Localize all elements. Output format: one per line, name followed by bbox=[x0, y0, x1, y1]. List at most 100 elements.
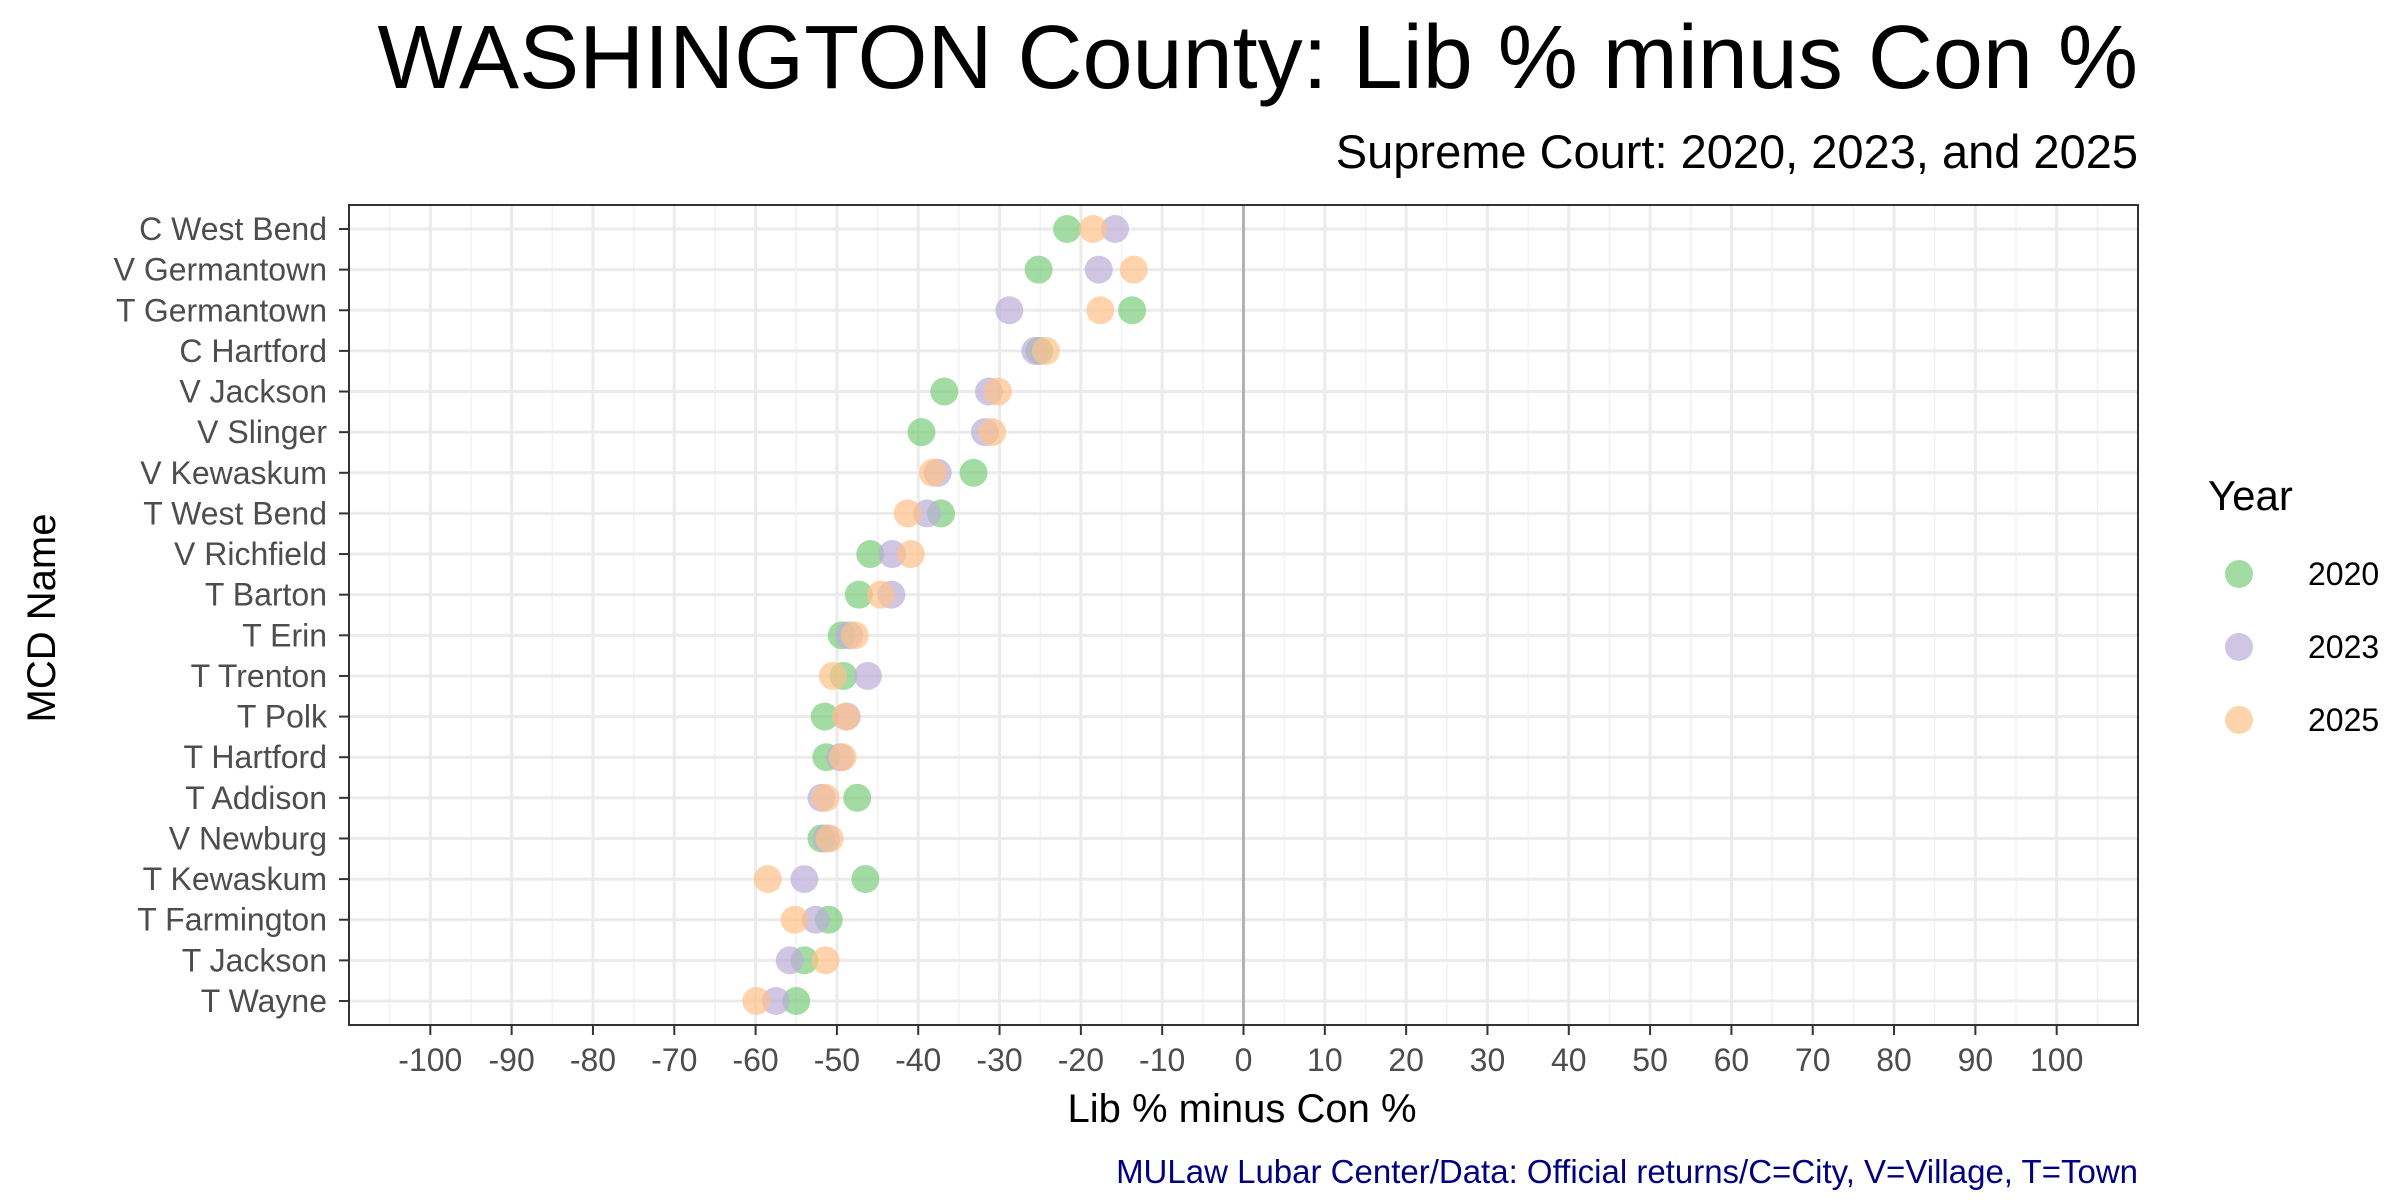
legend-label: 2025 bbox=[2308, 702, 2379, 738]
data-point bbox=[1118, 296, 1147, 325]
legend-title: Year bbox=[2208, 472, 2293, 519]
data-point bbox=[801, 905, 830, 934]
x-tick-label: -90 bbox=[489, 1042, 535, 1078]
y-tick-label: T Farmington bbox=[137, 902, 327, 938]
legend-items: 2020 2023 2025 bbox=[2225, 556, 2379, 738]
data-point bbox=[856, 540, 885, 569]
x-tick-label: 20 bbox=[1388, 1042, 1424, 1078]
data-point bbox=[810, 702, 839, 731]
data-point bbox=[753, 865, 782, 894]
legend-key bbox=[2225, 706, 2253, 734]
y-tick-label: C Hartford bbox=[179, 333, 327, 369]
data-point bbox=[1031, 336, 1060, 365]
x-tick-label: -50 bbox=[814, 1042, 860, 1078]
x-tick-label: -80 bbox=[570, 1042, 616, 1078]
data-point bbox=[907, 418, 936, 447]
legend-label: 2023 bbox=[2308, 629, 2379, 665]
x-tick-label: -20 bbox=[1058, 1042, 1104, 1078]
y-tick-label: C West Bend bbox=[139, 211, 327, 247]
y-tick-label: V Kewaskum bbox=[140, 455, 327, 491]
data-point bbox=[1086, 296, 1115, 325]
y-tick-label: T Barton bbox=[205, 577, 327, 613]
x-axis-title: Lib % minus Con % bbox=[1067, 1087, 1416, 1131]
x-tick-label: 100 bbox=[2030, 1042, 2083, 1078]
data-point bbox=[843, 783, 872, 812]
data-point bbox=[790, 865, 819, 894]
y-tick-label: V Slinger bbox=[197, 414, 327, 450]
legend-key bbox=[2225, 633, 2253, 661]
y-tick-label: T Kewaskum bbox=[143, 861, 327, 897]
x-tick-label: -10 bbox=[1139, 1042, 1185, 1078]
data-point bbox=[893, 499, 922, 528]
x-tick-label: -30 bbox=[976, 1042, 1022, 1078]
data-point bbox=[742, 987, 771, 1015]
y-tick-label: T Germantown bbox=[116, 292, 327, 328]
y-tick-label: V Newburg bbox=[169, 820, 327, 856]
y-tick-label: T West Bend bbox=[143, 495, 327, 531]
y-axis: C West Bend V Germantown T Germantown C Har… bbox=[114, 211, 349, 1019]
data-point bbox=[1053, 215, 1082, 243]
chart-caption: MULaw Lubar Center/Data: Official return… bbox=[1116, 1153, 2138, 1190]
chart-title: WASHINGTON County: Lib % minus Con % bbox=[377, 8, 2138, 108]
plot-panel bbox=[348, 204, 2139, 1026]
x-tick-label: 40 bbox=[1551, 1042, 1587, 1078]
x-tick-label: 50 bbox=[1632, 1042, 1668, 1078]
x-tick-label: -70 bbox=[651, 1042, 697, 1078]
x-tick-label: 0 bbox=[1235, 1042, 1253, 1078]
x-tick-label: 90 bbox=[1958, 1042, 1994, 1078]
data-point bbox=[851, 865, 880, 894]
y-tick-label: T Jackson bbox=[182, 942, 327, 978]
x-tick-label: 80 bbox=[1876, 1042, 1912, 1078]
y-tick-label: T Addison bbox=[185, 780, 327, 816]
data-points bbox=[742, 215, 1148, 1015]
data-point bbox=[775, 946, 804, 975]
data-point bbox=[811, 946, 840, 975]
data-point bbox=[1084, 255, 1113, 284]
data-point bbox=[1079, 215, 1108, 243]
data-point bbox=[1024, 255, 1053, 284]
y-tick-label: V Richfield bbox=[174, 536, 327, 572]
data-point bbox=[866, 580, 895, 609]
data-point bbox=[959, 458, 988, 487]
y-tick-label: T Wayne bbox=[201, 983, 327, 1019]
data-point bbox=[918, 458, 947, 487]
data-point bbox=[780, 905, 809, 934]
data-point bbox=[853, 661, 882, 690]
data-point bbox=[983, 377, 1012, 406]
data-point bbox=[815, 824, 844, 853]
data-point bbox=[761, 987, 790, 1015]
x-tick-label: -40 bbox=[895, 1042, 941, 1078]
data-point bbox=[913, 499, 942, 528]
y-tick-label: T Polk bbox=[237, 699, 328, 735]
x-axis: -100 -90 -80 -70 -60 -50 -40 -30 -20 -10 0 10 20 30 40… bbox=[398, 1025, 2083, 1078]
x-tick-label: -100 bbox=[398, 1042, 462, 1078]
legend-label: 2020 bbox=[2308, 556, 2379, 592]
data-point bbox=[828, 743, 857, 772]
y-tick-label: T Hartford bbox=[184, 739, 327, 775]
legend-key bbox=[2225, 560, 2253, 588]
data-point bbox=[782, 987, 811, 1015]
x-tick-label: 10 bbox=[1307, 1042, 1343, 1078]
y-tick-label: T Erin bbox=[242, 617, 327, 653]
data-point bbox=[831, 702, 860, 731]
y-tick-label: V Jackson bbox=[179, 374, 327, 410]
legend: Year 2020 2023 2025 bbox=[2208, 472, 2379, 738]
data-point bbox=[811, 783, 840, 812]
data-point bbox=[818, 661, 847, 690]
x-tick-label: 70 bbox=[1795, 1042, 1831, 1078]
data-point bbox=[978, 418, 1007, 447]
data-point bbox=[1119, 255, 1148, 284]
data-point bbox=[930, 377, 959, 406]
data-point bbox=[896, 540, 925, 569]
y-tick-label: V Germantown bbox=[114, 252, 327, 288]
data-point bbox=[844, 580, 873, 609]
y-tick-label: T Trenton bbox=[191, 658, 327, 694]
chart-subtitle: Supreme Court: 2020, 2023, and 2025 bbox=[1336, 125, 2138, 178]
y-axis-title: MCD Name bbox=[20, 514, 64, 723]
data-point bbox=[995, 296, 1024, 325]
data-point bbox=[1101, 215, 1130, 243]
data-point bbox=[840, 621, 869, 650]
x-tick-label: -60 bbox=[732, 1042, 778, 1078]
x-tick-label: 30 bbox=[1470, 1042, 1506, 1078]
